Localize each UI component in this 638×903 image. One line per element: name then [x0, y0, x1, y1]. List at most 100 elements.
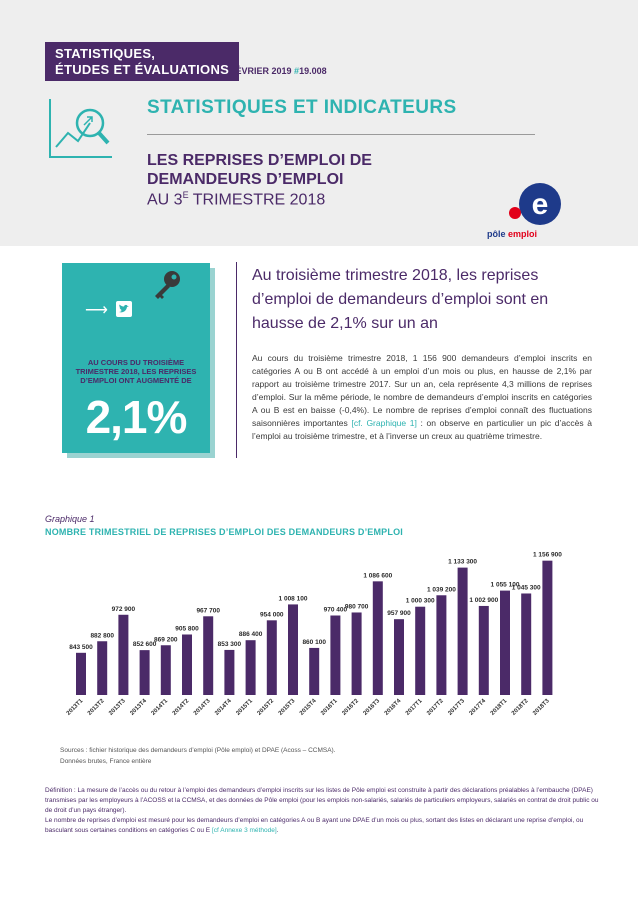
value-label-2014T1: 869 200: [154, 636, 178, 643]
tick-label-2018T1: 2018T1: [490, 698, 509, 717]
issue-info: FÉVRIER 2019 #19.008: [230, 66, 327, 76]
sources-line-1: Sources : fichier historique des demande…: [60, 747, 336, 754]
article-body: Au cours du troisième trimestre 2018, 1 …: [252, 352, 592, 443]
bar-2017T2: [436, 595, 447, 695]
tick-label-2016T4: 2016T4: [384, 698, 403, 717]
value-label-2018T3: 1 156 900: [533, 552, 562, 559]
bar-2015T1: [245, 640, 256, 695]
value-label-2018T2: 1 045 300: [512, 584, 541, 591]
column-divider: [236, 262, 237, 458]
value-label-2014T2: 905 800: [175, 625, 199, 632]
annex-reference-link[interactable]: [cf Annexe 3 méthode]: [211, 827, 277, 834]
tick-label-2013T3: 2013T3: [108, 698, 127, 717]
value-label-2017T3: 1 133 300: [448, 559, 477, 566]
bar-2016T4: [394, 619, 404, 695]
publication-brand: STATISTIQUES, ÉTUDES ET ÉVALUATIONS: [45, 42, 240, 81]
value-label-2016T1: 970 400: [324, 607, 348, 614]
value-label-2015T1: 886 400: [239, 631, 263, 638]
twitter-icon[interactable]: [116, 301, 132, 317]
bar-2013T1: [76, 652, 86, 695]
tick-label-2017T2: 2017T2: [426, 698, 445, 717]
report-title-au: AU 3: [147, 191, 183, 209]
brand-line-1: STATISTIQUES,: [55, 46, 156, 61]
tick-label-2014T1: 2014T1: [151, 698, 170, 717]
graph-title: NOMBRE TRIMESTRIEL DE REPRISES D’EMPLOI …: [45, 527, 403, 537]
value-label-2014T3: 967 700: [196, 607, 220, 614]
bar-2016T3: [372, 581, 383, 695]
title-divider: [147, 134, 535, 135]
tick-label-2015T4: 2015T4: [299, 698, 318, 717]
tick-label-2016T2: 2016T2: [341, 698, 360, 717]
tick-label-2016T1: 2016T1: [320, 698, 339, 717]
bar-2016T1: [330, 615, 341, 695]
report-title: LES REPRISES D’EMPLOI DE DEMANDEURS D’EM…: [147, 151, 372, 189]
issue-date: FÉVRIER 2019: [230, 66, 292, 76]
wordmark-emploi: emploi: [508, 229, 538, 239]
bar-2018T2: [521, 593, 532, 695]
definition-text-b-wrap: Le nombre de reprises d’emploi est mesur…: [45, 816, 601, 836]
brand-line-2: ÉTUDES ET ÉVALUATIONS: [55, 62, 230, 77]
value-label-2013T2: 882 800: [90, 632, 114, 639]
report-title-line-1: LES REPRISES D’EMPLOI DE: [147, 152, 372, 169]
pole-emploi-logo: e: [509, 183, 561, 225]
wordmark-pole: pôle: [487, 229, 509, 239]
bar-2017T3: [457, 567, 468, 695]
value-label-2013T3: 972 900: [112, 606, 136, 613]
tick-label-2017T4: 2017T4: [469, 698, 488, 717]
value-label-2014T4: 853 300: [218, 641, 242, 648]
value-label-2013T1: 843 500: [69, 644, 93, 651]
value-label-2015T2: 954 000: [260, 611, 284, 618]
bar-2014T4: [224, 649, 235, 695]
pole-emploi-wordmark: pôle emploi: [487, 229, 537, 239]
value-label-2016T3: 1 086 600: [363, 572, 392, 579]
bar-2015T3: [288, 604, 298, 695]
tick-label-2014T4: 2014T4: [214, 698, 233, 717]
graph-sources: Sources : fichier historique des demande…: [60, 745, 336, 767]
tick-label-2018T3: 2018T3: [532, 698, 551, 717]
arrow-right-icon: ⟶: [85, 302, 108, 319]
highlight-lead: AU COURS DU TROISIÈME TRIMESTRE 2018, LE…: [75, 358, 197, 385]
graph-reference-link[interactable]: [cf. Graphique 1]: [351, 418, 417, 428]
report-title-sup: E: [182, 190, 189, 200]
value-label-2013T4: 852 600: [133, 641, 157, 648]
value-label-2015T3: 1 008 100: [279, 595, 308, 602]
bar-2018T3: [542, 560, 553, 695]
tick-label-2018T2: 2018T2: [511, 698, 530, 717]
bar-2017T4: [478, 605, 489, 695]
logo-letter: e: [532, 188, 549, 221]
statistics-magnifier-icon: [49, 99, 112, 158]
bar-2013T2: [97, 641, 108, 695]
value-label-2016T2: 980 700: [345, 603, 369, 610]
report-title-line-2: DEMANDEURS D’EMPLOI: [147, 171, 344, 188]
bar-2013T3: [118, 614, 129, 695]
sources-line-2: Données brutes, France entière: [60, 758, 152, 765]
report-title-trimestre: TRIMESTRE 2018: [188, 191, 326, 209]
bar-2014T1: [160, 645, 171, 695]
tick-label-2017T1: 2017T1: [405, 698, 424, 717]
definition-note: Définition : La mesure de l’accès ou du …: [45, 786, 601, 836]
tick-label-2016T3: 2016T3: [363, 698, 382, 717]
article-headline: Au troisième trimestre 2018, les reprise…: [252, 267, 549, 332]
tick-label-2015T3: 2015T3: [278, 698, 297, 717]
value-label-2017T1: 1 000 300: [406, 598, 435, 605]
report-title-line-3: AU 3E TRIMESTRE 2018: [147, 190, 325, 209]
bar-2018T1: [500, 590, 510, 695]
tick-label-2013T1: 2013T1: [66, 698, 85, 717]
value-label-2018T1: 1 055 100: [491, 582, 520, 589]
value-label-2015T4: 860 100: [302, 639, 326, 646]
bar-2017T1: [415, 606, 426, 695]
value-label-2017T2: 1 039 200: [427, 586, 456, 593]
bar-2014T3: [203, 616, 214, 695]
bar-2014T2: [182, 634, 192, 695]
bar-2015T4: [309, 647, 320, 695]
reprises-bar-chart: 843 500 2013T1 882 800 2013T2 972 900 2013T3 8…: [66, 552, 562, 717]
issue-hash: #: [294, 66, 300, 76]
value-label-2016T4: 957 900: [387, 610, 411, 617]
highlight-box: [62, 263, 210, 453]
tick-label-2015T1: 2015T1: [235, 698, 254, 717]
value-label-2017T4: 1 002 900: [469, 597, 498, 604]
article-body-b: : on observe en particulier un pic d’acc…: [252, 418, 593, 441]
highlight-value: 2,1%: [85, 391, 188, 443]
definition-text-end: .: [276, 827, 279, 834]
definition-text-a: Définition : La mesure de l’accès ou du …: [45, 787, 599, 814]
